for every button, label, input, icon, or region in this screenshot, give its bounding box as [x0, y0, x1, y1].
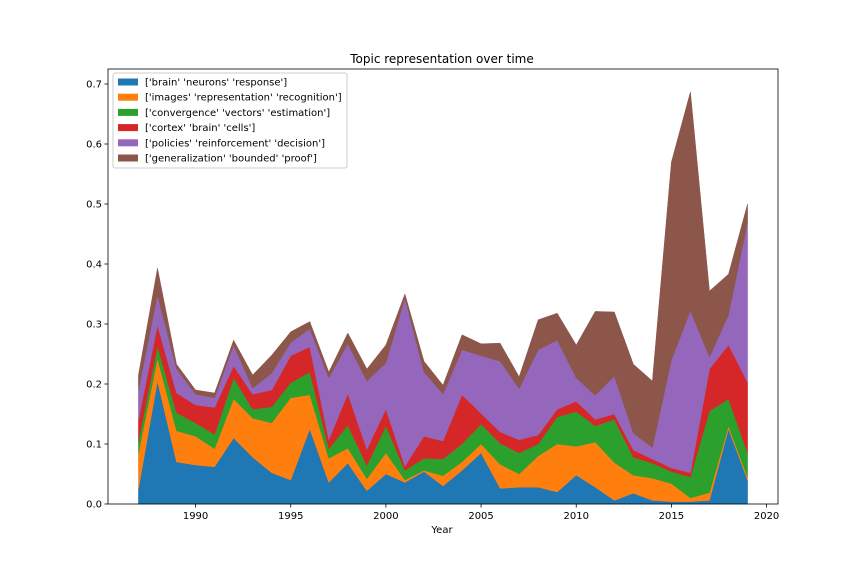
y-tick-label: 0.4: [86, 260, 102, 271]
y-tick-label: 0.6: [86, 140, 102, 151]
x-tick-label: 1990: [183, 511, 208, 522]
y-tick-label: 0.0: [86, 500, 102, 511]
x-axis-label: Year: [430, 525, 453, 536]
x-tick-label: 1995: [278, 511, 303, 522]
area-series-6: [138, 91, 748, 449]
y-tick-label: 0.3: [86, 320, 102, 331]
legend-swatch: [118, 139, 138, 147]
legend-swatch: [118, 154, 138, 162]
legend-swatch: [118, 93, 138, 101]
legend-swatch: [118, 124, 138, 132]
x-tick-label: 2010: [564, 511, 589, 522]
legend-label: ['generalization' 'bounded' 'proof']: [145, 154, 317, 165]
legend-label: ['images' 'representation' 'recognition'…: [145, 93, 342, 104]
x-tick-label: 2015: [659, 511, 684, 522]
stacked-areas: [138, 91, 748, 505]
legend-swatch: [118, 78, 138, 86]
legend-label: ['cortex' 'brain' 'cells']: [145, 123, 255, 134]
x-tick-label: 2020: [754, 511, 779, 522]
y-tick-label: 0.1: [86, 440, 102, 451]
legend: ['brain' 'neurons' 'response'] ['images' …: [112, 72, 348, 169]
legend-label: ['policies' 'reinforcement' 'decision']: [145, 138, 325, 149]
legend-swatch: [118, 108, 138, 116]
x-tick-label: 2000: [373, 511, 398, 522]
legend-box: [112, 72, 348, 169]
y-tick-label: 0.2: [86, 380, 102, 391]
y-tick-label: 0.7: [86, 80, 102, 91]
plot-frame: [107, 68, 779, 505]
axes: 1990 1995 2000 2005 2010 2015 2020 0.0 0.1 0.2 0.3…: [86, 68, 779, 522]
legend-label: ['convergence' 'vectors' 'estimation']: [145, 108, 330, 119]
y-tick-label: 0.5: [86, 200, 102, 211]
chart-title: Topic representation over time: [349, 52, 534, 66]
x-tick-label: 2005: [468, 511, 493, 522]
legend-label: ['brain' 'neurons' 'response']: [145, 78, 287, 89]
